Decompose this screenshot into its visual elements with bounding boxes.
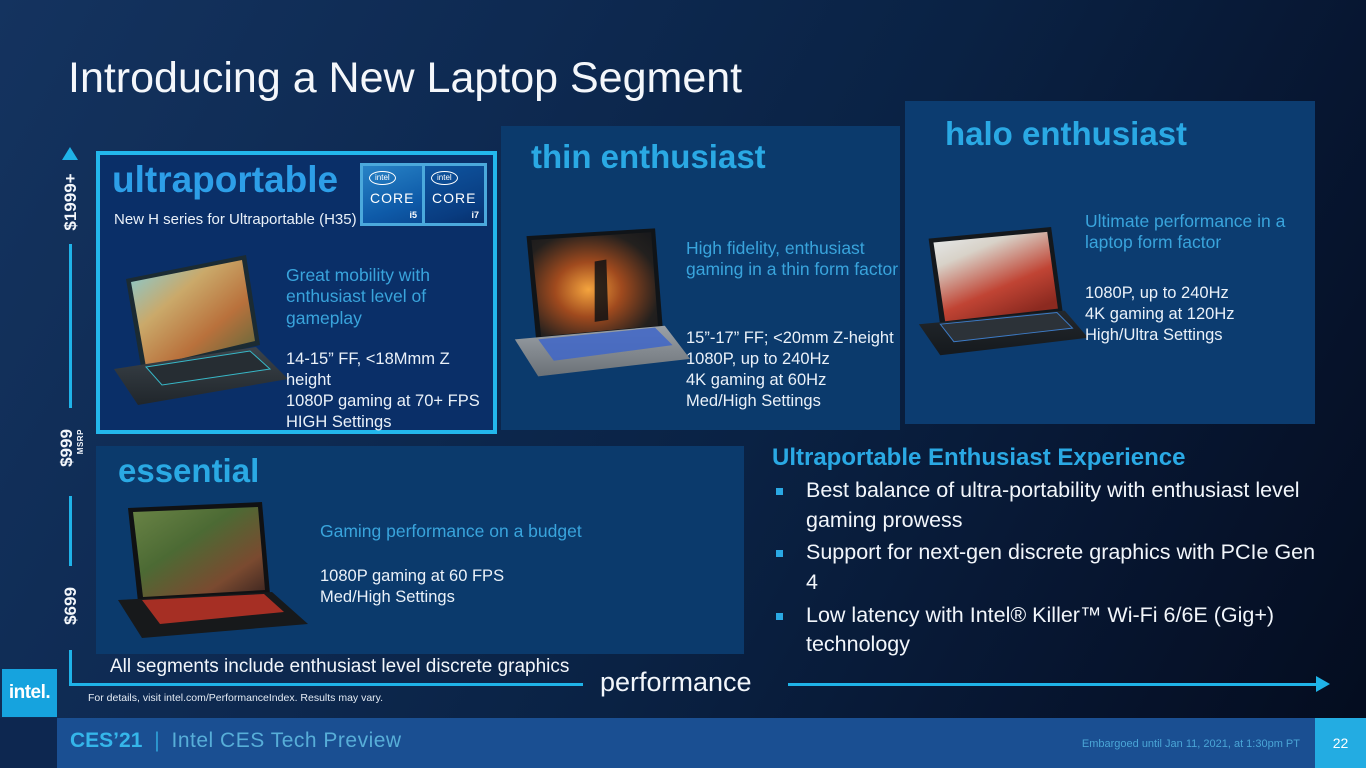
performance-axis-arrow-icon: [1316, 676, 1330, 692]
footer-corner-block: [0, 718, 57, 768]
performance-axis-line: [788, 683, 1316, 686]
legal-footnote: For details, visit intel.com/Performance…: [88, 692, 384, 704]
footer-event: CES’21 | Intel CES Tech Preview: [70, 729, 402, 753]
spec-line: Med/High Settings: [320, 588, 455, 607]
ultraportable-title: ultraportable: [112, 159, 339, 200]
price-tick-msrp-suffix: MSRP: [76, 429, 85, 455]
price-axis-line: [69, 244, 72, 408]
halo-enthusiast-title: halo enthusiast: [945, 115, 1188, 152]
core-label: CORE: [370, 190, 415, 206]
price-tick-999: $999 MSRP: [57, 429, 85, 467]
ultraportable-subtitle: New H series for Ultraportable (H35): [114, 211, 357, 228]
page-number-badge: 22: [1315, 718, 1366, 768]
spec-line: Med/High Settings: [686, 392, 821, 411]
intel-core-badges: intel CORE i5 intel CORE i7: [360, 163, 487, 226]
intel-core-i5-badge-icon: intel CORE i5: [363, 166, 422, 223]
spec-line: 4K gaming at 60Hz: [686, 371, 827, 390]
core-tier-label: i7: [471, 210, 479, 220]
essential-description: Gaming performance on a budget: [320, 521, 582, 541]
experience-bullet: Support for next-gen discrete graphics w…: [770, 538, 1330, 597]
segments-note: All segments include enthusiast level di…: [110, 656, 570, 677]
event-divider: |: [154, 729, 160, 752]
essential-title: essential: [118, 452, 260, 489]
spec-line: 14-15” FF, <18Mmm Z height: [286, 350, 450, 390]
spec-line: 1080P, up to 240Hz: [1085, 284, 1229, 302]
spec-line: 1080P gaming at 60 FPS: [320, 567, 505, 585]
price-tick-999-value: $999: [57, 429, 76, 467]
thin-enthusiast-laptop-image: [514, 228, 691, 377]
price-tick-1999: $1999+: [61, 173, 80, 231]
segment-card-halo-enthusiast: halo enthusiast Ultimate performance in …: [905, 101, 1315, 424]
price-axis-line: [69, 650, 72, 686]
halo-enthusiast-laptop-image: [918, 226, 1089, 356]
ultraportable-specs: 14-15” FF, <18Mmm Z height 1080P gaming …: [286, 349, 493, 433]
spec-line: HIGH Settings: [286, 413, 392, 432]
intel-logo-icon: intel: [431, 171, 458, 185]
experience-bullet: Best balance of ultra-portability with e…: [770, 476, 1330, 535]
halo-enthusiast-specs: 1080P, up to 240Hz 4K gaming at 120Hz Hi…: [1085, 283, 1235, 346]
segment-card-essential: essential Gaming performance on a budget…: [96, 446, 744, 654]
spec-line: 15”-17” FF; <20mm Z-height: [686, 329, 894, 347]
intel-logo-icon: intel: [369, 171, 396, 185]
intel-logo: intel.: [2, 669, 57, 717]
spec-line: 4K gaming at 120Hz: [1085, 305, 1235, 324]
spec-line: 1080P, up to 240Hz: [686, 350, 830, 369]
core-tier-label: i5: [409, 210, 417, 220]
price-tick-699: $699: [61, 587, 80, 625]
spec-line: High/Ultra Settings: [1085, 326, 1223, 345]
thin-enthusiast-description: High fidelity, enthusiast gaming in a th…: [686, 238, 899, 280]
performance-axis-label: performance: [600, 667, 752, 697]
embargo-notice: Embargoed until Jan 11, 2021, at 1:30pm …: [1081, 738, 1300, 750]
event-name: Intel CES Tech Preview: [171, 729, 402, 752]
experience-bullet-list: Best balance of ultra-portability with e…: [770, 476, 1330, 663]
page-title: Introducing a New Laptop Segment: [68, 54, 743, 102]
experience-bullet: Low latency with Intel® Killer™ Wi-Fi 6/…: [770, 601, 1330, 660]
thin-enthusiast-title: thin enthusiast: [531, 138, 766, 175]
performance-axis-line: [70, 683, 583, 686]
halo-enthusiast-description: Ultimate performance in a laptop form fa…: [1085, 211, 1286, 253]
thin-enthusiast-specs: 15”-17” FF; <20mm Z-height 1080P, up to …: [686, 328, 894, 412]
price-axis-arrow-icon: [62, 147, 78, 160]
intel-core-i7-badge-icon: intel CORE i7: [425, 166, 484, 223]
event-label: CES’21: [70, 729, 143, 752]
ultraportable-description: Great mobility with enthusiast level of …: [286, 265, 430, 328]
core-label: CORE: [432, 190, 477, 206]
essential-specs: 1080P gaming at 60 FPS Med/High Settings: [320, 566, 504, 608]
ultraportable-laptop-image: [114, 255, 288, 405]
segment-card-ultraportable: ultraportable New H series for Ultraport…: [96, 151, 497, 434]
footer-bar: [0, 718, 1366, 768]
price-axis-line: [69, 496, 72, 566]
experience-title: Ultraportable Enthusiast Experience: [772, 444, 1186, 471]
essential-laptop-image: [118, 502, 308, 638]
spec-line: 1080P gaming at 70+ FPS: [286, 392, 480, 411]
segment-card-thin-enthusiast: thin enthusiast High fidelity, enthusias…: [501, 126, 900, 430]
